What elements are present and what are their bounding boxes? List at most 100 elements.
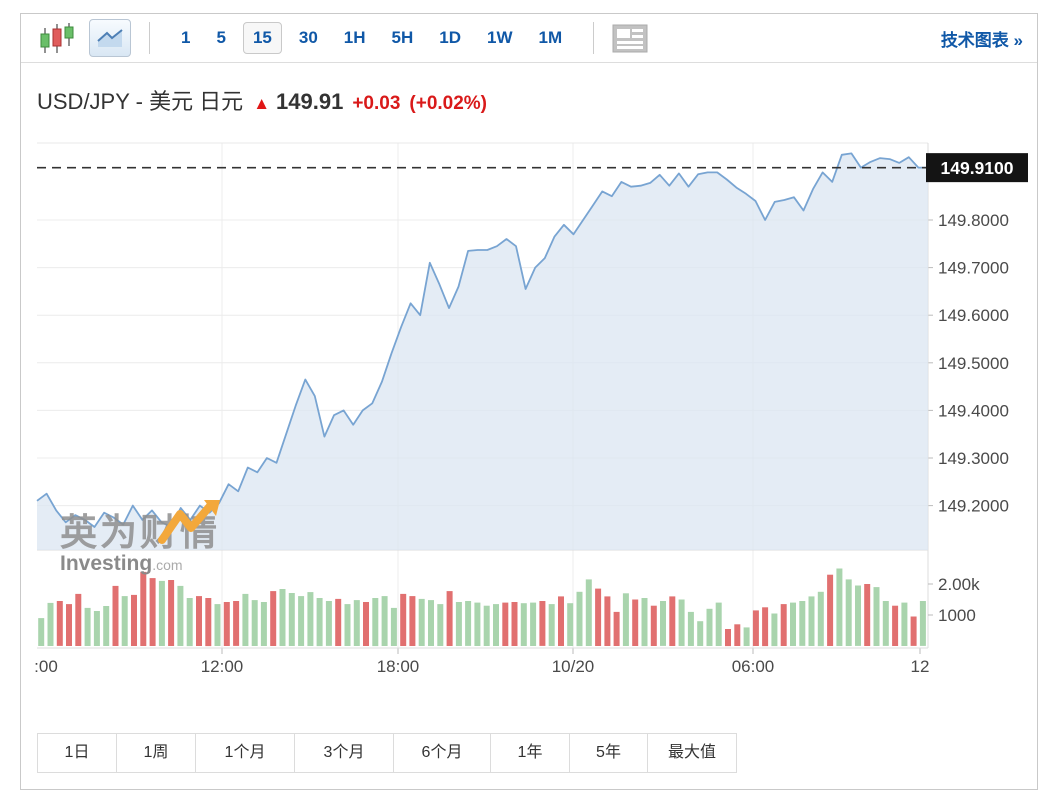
volume-bar <box>613 611 620 646</box>
volume-bar <box>233 601 240 646</box>
toolbar-divider-2 <box>593 22 595 54</box>
y-axis-label: 149.8000 <box>938 211 1009 230</box>
volume-bar <box>335 598 342 646</box>
up-arrow-icon: ▲ <box>253 94 271 113</box>
volume-bar <box>530 602 537 646</box>
range-button-5年[interactable]: 5年 <box>570 734 648 772</box>
volume-axis-label: 2.00k <box>938 575 980 594</box>
volume-bar <box>622 593 629 646</box>
watermark-arrow-icon <box>158 500 220 544</box>
timeframe-5[interactable]: 5 <box>207 23 234 53</box>
volume-bar <box>223 602 230 646</box>
range-button-6个月[interactable]: 6个月 <box>394 734 491 772</box>
technical-chart-link[interactable]: 技术图表 » <box>940 30 1023 50</box>
volume-bar <box>428 600 434 646</box>
volume-bar <box>84 607 91 646</box>
volume-bar <box>465 601 472 646</box>
timeframe-1H[interactable]: 1H <box>335 23 375 53</box>
volume-bar <box>585 579 592 646</box>
volume-bar <box>725 629 731 647</box>
volume-bar <box>270 591 277 646</box>
volume-bar <box>316 598 323 647</box>
x-axis-label: :00 <box>34 657 58 676</box>
volume-bar <box>437 604 444 646</box>
volume-bar <box>196 596 202 646</box>
volume-bar <box>344 604 351 646</box>
date-range-bar: 1日 1周 1个月 3个月 6个月 1年 5年 最大值 <box>37 733 737 773</box>
volume-bar <box>901 602 908 646</box>
volume-bar <box>353 600 360 646</box>
volume-bar <box>919 601 926 646</box>
volume-bar <box>483 605 490 646</box>
volume-bar <box>446 591 453 646</box>
price-volume-chart: 149.8000 149.7000 149.6000 149.5000 149.4000… <box>34 142 1028 676</box>
timeframe-5H[interactable]: 5H <box>383 23 423 53</box>
y-axis-label: 149.7000 <box>938 259 1009 278</box>
volume-bar <box>864 584 871 646</box>
volume-bar <box>855 585 861 646</box>
volume-bar <box>363 602 369 646</box>
timeframe-1[interactable]: 1 <box>172 23 199 53</box>
candlestick-chart-icon[interactable] <box>37 20 77 56</box>
y-axis-label: 149.3000 <box>938 449 1009 468</box>
volume-bar <box>511 602 518 646</box>
x-axis-label: 10/20 <box>552 657 595 676</box>
timeframe-1M[interactable]: 1M <box>529 23 571 53</box>
volume-bar <box>734 624 741 646</box>
range-button-1日[interactable]: 1日 <box>38 734 117 772</box>
volume-bar <box>715 602 722 646</box>
y-axis-label: 149.6000 <box>938 306 1009 325</box>
chart-toolbar: 1 5 15 30 1H 5H 1D 1W 1M 技术图表 » <box>21 14 1037 63</box>
volume-bar <box>548 604 555 646</box>
volume-bar <box>381 596 388 646</box>
toolbar-divider <box>149 22 150 54</box>
volume-bar <box>752 610 759 646</box>
volume-bar <box>168 580 175 646</box>
volume-bar <box>743 627 750 646</box>
volume-bar <box>418 598 425 646</box>
volume-bar <box>158 580 165 646</box>
range-button-3个月[interactable]: 3个月 <box>295 734 394 772</box>
volume-bar <box>307 592 314 646</box>
volume-bar <box>604 596 611 646</box>
price-line <box>36 152 928 528</box>
volume-bar <box>149 578 156 646</box>
volume-bar <box>279 589 286 646</box>
range-button-最大值[interactable]: 最大值 <box>648 734 736 772</box>
timeframe-1D[interactable]: 1D <box>430 23 470 53</box>
volume-bar <box>214 604 221 646</box>
news-panel-button[interactable] <box>612 24 648 53</box>
timeframe-15[interactable]: 15 <box>242 22 282 54</box>
volume-bar <box>632 599 639 646</box>
line-chart-type-button[interactable] <box>89 19 131 57</box>
watermark-domain: .com <box>152 557 183 573</box>
volume-bar <box>66 604 72 646</box>
volume-bar <box>762 607 769 647</box>
x-axis-label: 06:00 <box>732 657 775 676</box>
last-price-tag <box>926 153 1028 183</box>
y-axis-label: 149.5000 <box>938 354 1009 373</box>
volume-bar <box>892 605 899 646</box>
range-button-1年[interactable]: 1年 <box>491 734 570 772</box>
volume-bar <box>520 603 527 646</box>
volume-bar <box>38 618 45 646</box>
volume-bar <box>56 601 63 646</box>
news-icon <box>612 24 648 52</box>
volume-bar <box>576 591 583 647</box>
volume-bar <box>817 591 824 647</box>
volume-bar <box>910 616 917 646</box>
range-button-1周[interactable]: 1周 <box>117 734 196 772</box>
timeframe-group: 1 5 15 30 1H 5H 1D 1W 1M <box>168 22 575 54</box>
volume-bar <box>678 599 685 646</box>
volume-bar <box>882 601 889 646</box>
volume-bar <box>205 598 212 647</box>
volume-bar <box>474 602 481 646</box>
volume-bar <box>836 568 843 646</box>
range-button-1个月[interactable]: 1个月 <box>196 734 295 772</box>
timeframe-1W[interactable]: 1W <box>478 23 522 53</box>
volume-bar <box>808 596 815 646</box>
timeframe-30[interactable]: 30 <box>290 23 327 53</box>
volume-bar <box>595 588 602 646</box>
volume-bar <box>103 606 110 646</box>
volume-bar <box>298 596 305 646</box>
